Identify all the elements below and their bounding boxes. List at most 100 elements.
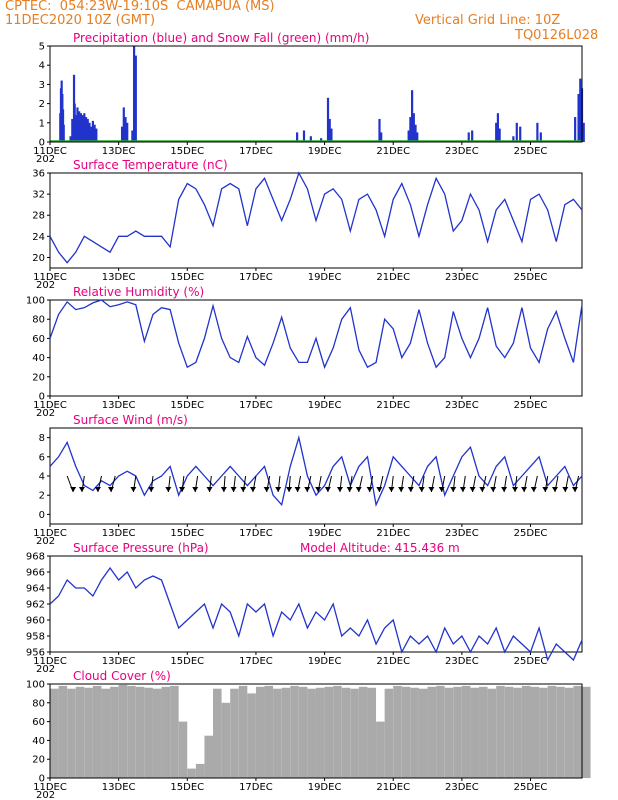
y-tick-label: 20 — [32, 253, 45, 264]
cloud-bar — [418, 688, 428, 778]
cloud-bar — [101, 688, 111, 778]
cloud-bar — [401, 686, 411, 778]
y-tick-label: 962 — [26, 600, 45, 611]
y-tick-label: 100 — [26, 296, 45, 307]
x-tick-label: 13DEC — [102, 782, 136, 793]
x-tick-label: 11DEC — [33, 528, 67, 539]
cloud-bar — [410, 687, 419, 778]
y-tick-label: 958 — [26, 632, 45, 643]
precip-bar — [467, 132, 470, 142]
y-tick-label: 0 — [39, 774, 45, 785]
cloud-bar — [221, 702, 231, 778]
cloud-bar — [152, 688, 162, 778]
x-tick-label: 13DEC — [102, 528, 136, 539]
header-station: CPTEC: 054:23W-19:10S CAMAPUA (MS) — [5, 0, 275, 14]
y-tick-label: 80 — [32, 698, 45, 709]
plot-frame — [49, 45, 583, 143]
x-tick-label: 25DEC — [514, 656, 548, 667]
y-tick-label: 80 — [32, 315, 45, 326]
precip-bar — [412, 113, 415, 142]
cloud-bar — [496, 685, 505, 778]
panel-title: Cloud Cover (%) — [73, 669, 171, 683]
wind-arrow-head — [490, 487, 497, 492]
x-year-fragment: 202 — [36, 408, 55, 419]
precip-bar — [86, 118, 89, 142]
cloud-bar — [135, 686, 145, 778]
cloud-bar — [470, 687, 479, 778]
cloud-bar — [358, 686, 368, 778]
precip-bar — [83, 113, 86, 142]
cloud-bar — [204, 735, 213, 778]
precip-bar — [91, 120, 95, 142]
y-tick-label: 28 — [32, 211, 45, 222]
wind-arrow-head — [249, 487, 256, 492]
x-tick-label: 17DEC — [239, 528, 273, 539]
x-tick-label: 17DEC — [239, 272, 273, 283]
cloud-bar — [118, 684, 128, 778]
cloud-bar — [247, 693, 256, 778]
x-tick-label: 23DEC — [445, 146, 479, 157]
precip-bar — [74, 115, 77, 142]
wind-arrow-head — [130, 487, 137, 492]
x-tick-label: 17DEC — [239, 656, 273, 667]
cloud-bar — [453, 686, 462, 778]
x-tick-label: 17DEC — [239, 782, 273, 793]
precip-bar — [120, 126, 124, 142]
wind-arrow-head — [418, 487, 425, 492]
cloud-bar — [290, 685, 299, 778]
y-tick-label: 20 — [32, 372, 45, 383]
cloud-bar — [513, 687, 522, 778]
precip-bar — [579, 78, 582, 142]
cloud-bar — [238, 685, 248, 778]
y-tick-label: 40 — [32, 736, 45, 747]
series-line — [49, 566, 583, 662]
precip-bar — [512, 136, 515, 142]
cloud-bar — [161, 686, 171, 778]
precip-bar — [416, 132, 419, 142]
x-tick-label: 25DEC — [514, 528, 548, 539]
x-tick-label: 21DEC — [376, 656, 410, 667]
x-tick-label: 13DEC — [102, 656, 136, 667]
precip-bar — [577, 94, 580, 142]
header-run: 11DEC2020 10Z (GMT) — [5, 13, 156, 28]
x-tick-label: 21DEC — [376, 400, 410, 411]
precip-bar — [515, 122, 518, 142]
precip-bar — [88, 122, 91, 142]
panel-title: Relative Humidity (%) — [73, 285, 204, 299]
cloud-bar — [530, 686, 540, 778]
cloud-bar — [178, 721, 188, 778]
x-tick-label: 17DEC — [239, 146, 273, 157]
wind-arrow-head — [324, 487, 331, 492]
x-tick-label: 23DEC — [445, 400, 479, 411]
x-tick-label: 11DEC — [33, 400, 67, 411]
precip-bar — [302, 130, 306, 142]
precip-bar — [378, 118, 381, 142]
cloud-bar — [144, 687, 153, 778]
cloud-bar — [504, 686, 514, 778]
x-tick-label: 19DEC — [308, 656, 342, 667]
y-tick-label: 60 — [32, 717, 45, 728]
y-tick-label: 8 — [39, 433, 45, 444]
precip-bar — [582, 122, 585, 142]
precip-bar — [496, 113, 500, 142]
precip-bar — [407, 130, 410, 142]
precip-bar — [574, 117, 577, 142]
x-tick-label: 25DEC — [514, 146, 548, 157]
series-line — [49, 171, 583, 264]
cloud-bar — [487, 688, 497, 778]
y-tick-label: 960 — [26, 616, 45, 627]
wind-arrow-head — [450, 487, 457, 492]
series-line — [49, 435, 583, 507]
precip-bar — [131, 130, 134, 142]
cloud-bar — [350, 688, 359, 778]
x-tick-label: 19DEC — [308, 782, 342, 793]
cloud-bar — [461, 685, 471, 778]
panel-title: Precipitation (blue) and Snow Fall (gree… — [73, 31, 369, 45]
wind-arrow-head — [263, 487, 270, 492]
precip-bar — [309, 136, 312, 142]
wind-arrow-head — [562, 487, 569, 492]
cloud-bar — [539, 687, 548, 778]
precip-bar — [126, 122, 129, 142]
x-tick-label: 25DEC — [514, 400, 548, 411]
